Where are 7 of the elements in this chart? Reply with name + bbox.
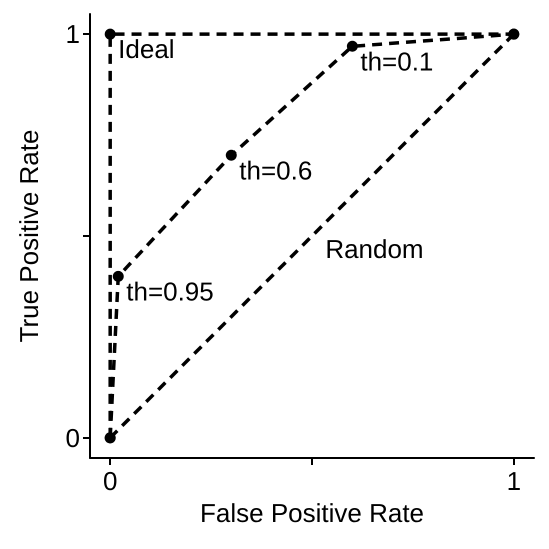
annotation: Ideal <box>118 34 175 64</box>
annotation: th=0.1 <box>360 46 434 76</box>
annotation: Random <box>325 234 424 264</box>
y-axis-title: True Positive Rate <box>14 130 44 342</box>
annotation: th=0.6 <box>239 155 312 186</box>
annotation: th=0.95 <box>126 276 214 306</box>
x-axis-title: False Positive Rate <box>200 498 424 528</box>
